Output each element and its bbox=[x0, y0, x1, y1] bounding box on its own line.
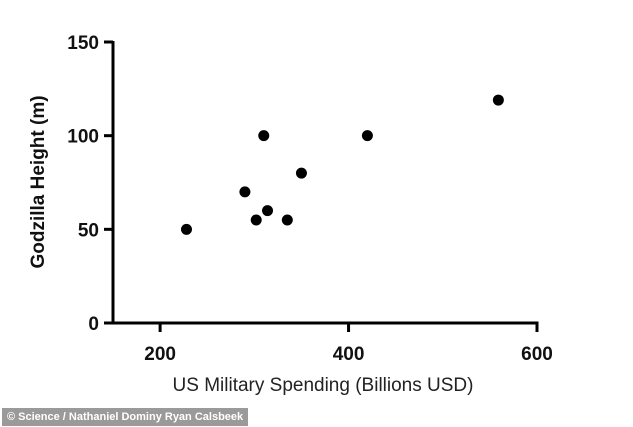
x-tick-label: 600 bbox=[521, 344, 553, 365]
data-point bbox=[281, 214, 293, 226]
y-axis-ticks: 0 50 100 150 bbox=[67, 33, 113, 335]
y-tick-label: 150 bbox=[67, 33, 99, 54]
y-tick-label: 0 bbox=[88, 314, 99, 335]
data-point bbox=[250, 214, 262, 226]
y-axis-title: Godzilla Height (m) bbox=[28, 95, 49, 268]
data-point bbox=[258, 130, 270, 142]
y-tick-label: 50 bbox=[78, 220, 99, 241]
x-tick-label: 200 bbox=[144, 344, 176, 365]
data-point bbox=[361, 130, 373, 142]
x-axis-ticks: 200 400 600 bbox=[144, 323, 553, 365]
x-axis-title: US Military Spending (Billions USD) bbox=[173, 375, 474, 396]
data-points bbox=[180, 94, 504, 235]
y-tick-label: 100 bbox=[67, 127, 99, 148]
data-point bbox=[180, 223, 192, 235]
image-credit: © Science / Nathaniel Dominy Ryan Calsbe… bbox=[2, 408, 249, 426]
data-point bbox=[492, 94, 504, 106]
data-point bbox=[295, 167, 307, 179]
data-point bbox=[239, 186, 251, 198]
data-point bbox=[262, 205, 274, 217]
x-tick-label: 400 bbox=[333, 344, 365, 365]
